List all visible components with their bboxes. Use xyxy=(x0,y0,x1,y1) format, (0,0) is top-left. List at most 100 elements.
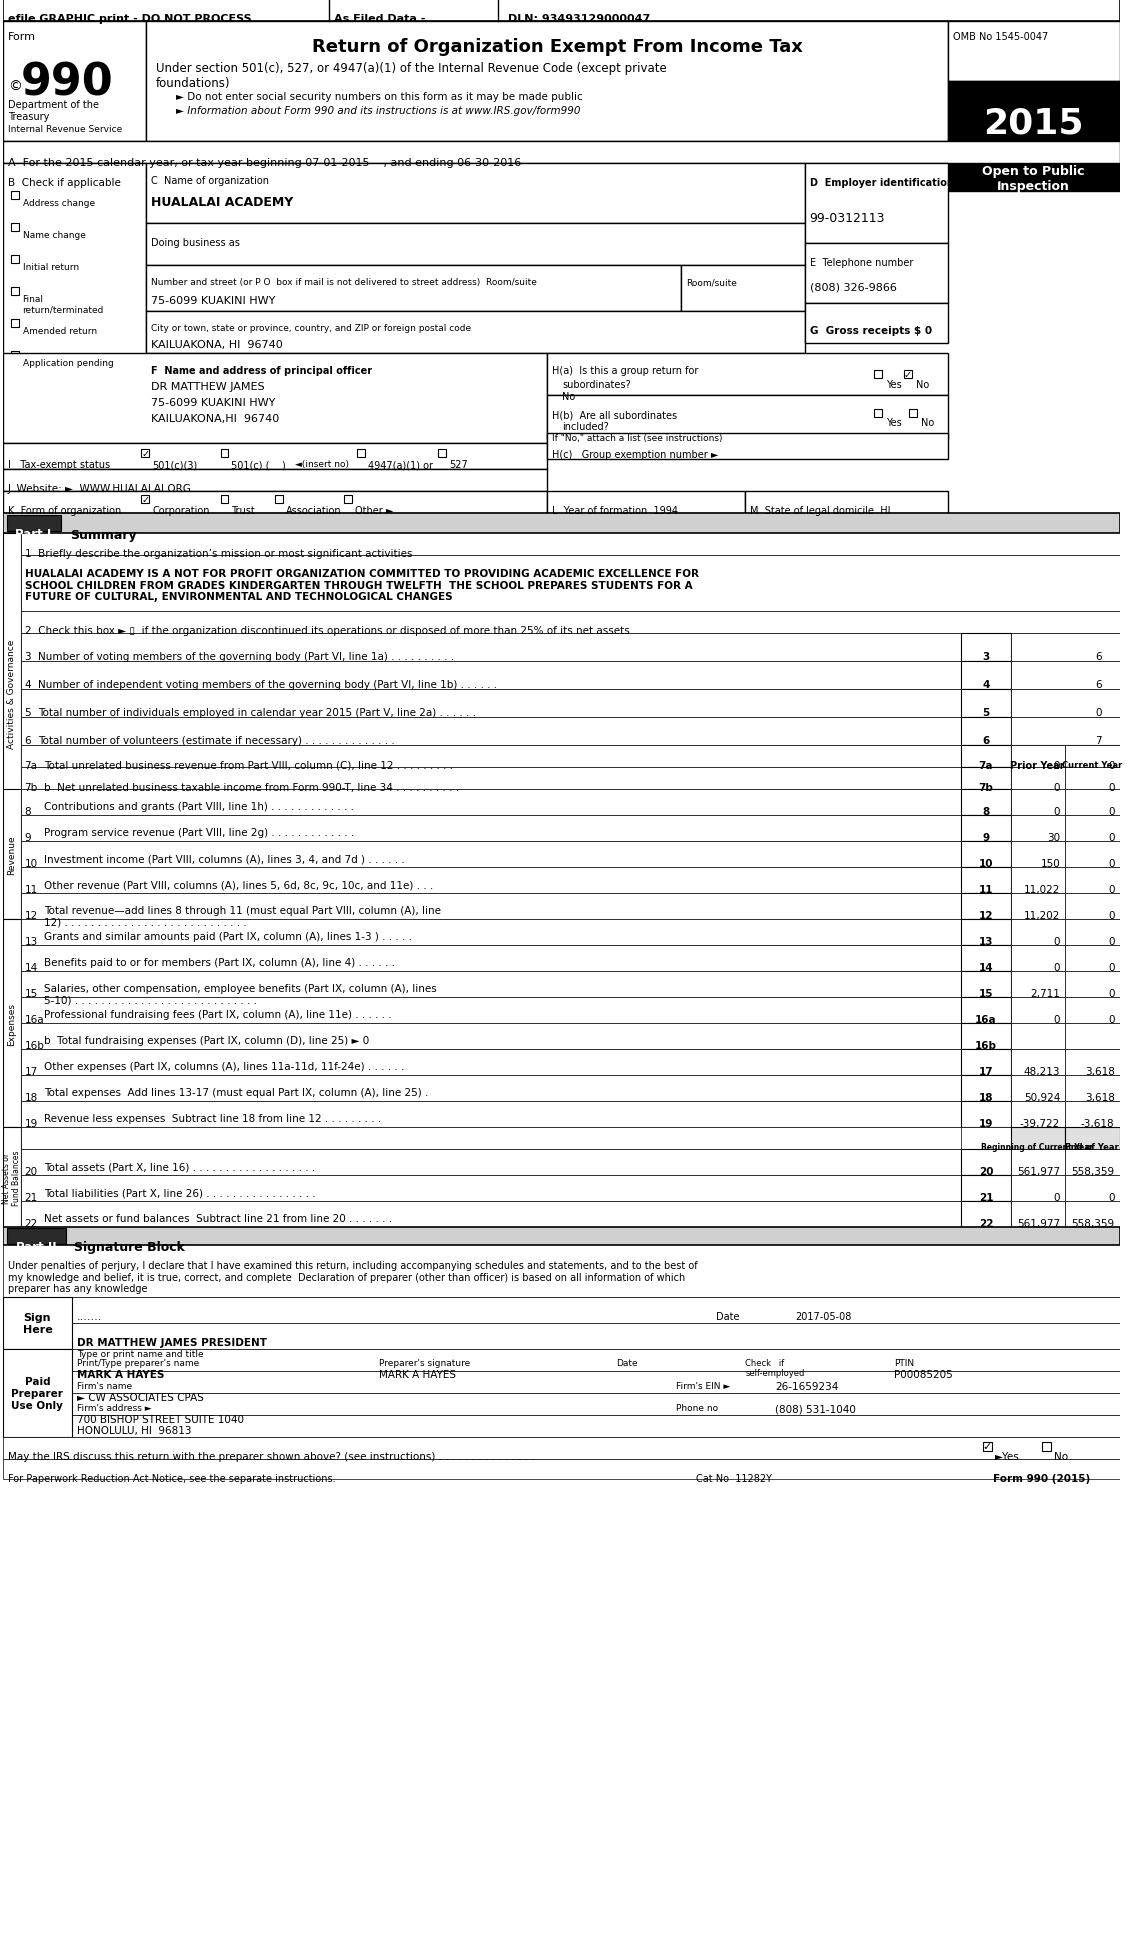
Text: ✓: ✓ xyxy=(141,494,149,504)
Text: 12: 12 xyxy=(979,911,993,921)
Bar xyxy=(2,1227,1120,1245)
Text: Net assets or fund balances  Subtract line 21 from line 20 . . . . . . .: Net assets or fund balances Subtract lin… xyxy=(44,1214,393,1224)
Bar xyxy=(2,1297,72,1350)
Bar xyxy=(1065,816,1120,842)
Text: 6: 6 xyxy=(982,735,989,747)
Bar xyxy=(10,256,18,264)
Bar xyxy=(1065,1150,1120,1175)
Bar xyxy=(961,997,1011,1024)
Text: Other revenue (Part VIII, columns (A), lines 5, 6d, 8c, 9c, 10c, and 11e) . . .: Other revenue (Part VIII, columns (A), l… xyxy=(44,880,433,890)
Bar xyxy=(1011,1076,1065,1101)
Bar xyxy=(20,611,1120,634)
Text: -39,722: -39,722 xyxy=(1020,1119,1060,1128)
Text: KAILUAKONA, HI  96740: KAILUAKONA, HI 96740 xyxy=(151,339,283,349)
Text: Treasury: Treasury xyxy=(8,112,49,122)
Bar xyxy=(961,1024,1011,1049)
Bar xyxy=(949,142,1120,192)
Text: Application pending: Application pending xyxy=(23,359,113,368)
Text: 30: 30 xyxy=(1047,832,1060,843)
Text: Department of the: Department of the xyxy=(8,101,98,111)
Text: 0: 0 xyxy=(1054,937,1060,946)
Bar xyxy=(20,1076,1011,1101)
Bar xyxy=(141,496,149,504)
Bar xyxy=(1011,634,1120,661)
Bar xyxy=(20,1202,1011,1227)
Bar xyxy=(1065,747,1120,768)
Bar xyxy=(20,661,961,690)
Text: Signature Block: Signature Block xyxy=(74,1241,185,1253)
Text: H(c)   Group exemption number ►: H(c) Group exemption number ► xyxy=(553,450,719,460)
Bar xyxy=(1065,789,1120,816)
Bar xyxy=(1011,1101,1065,1127)
Bar xyxy=(961,1150,1011,1175)
Text: Number and street (or P O  box if mail is not delivered to street address)  Room: Number and street (or P O box if mail is… xyxy=(151,277,537,287)
Bar xyxy=(1065,894,1120,919)
Bar xyxy=(961,971,1011,997)
Bar xyxy=(804,244,949,304)
Text: Expenses: Expenses xyxy=(7,1002,16,1045)
Bar xyxy=(1065,768,1120,789)
Bar xyxy=(961,946,1011,971)
Text: 16a: 16a xyxy=(975,1014,997,1024)
Text: 0: 0 xyxy=(1054,760,1060,770)
Text: Part II: Part II xyxy=(16,1241,56,1253)
Text: 3: 3 xyxy=(25,652,32,661)
Bar xyxy=(221,450,229,458)
Bar xyxy=(1011,747,1065,768)
Text: Summary: Summary xyxy=(70,529,136,541)
Text: 99-0312113: 99-0312113 xyxy=(810,211,885,225)
Bar xyxy=(1011,1024,1065,1049)
Bar xyxy=(358,450,365,458)
Text: ✓: ✓ xyxy=(982,1443,993,1452)
Text: 0: 0 xyxy=(1108,937,1114,946)
Text: 12) . . . . . . . . . . . . . . . . . . . . . . . . . . . .: 12) . . . . . . . . . . . . . . . . . . … xyxy=(44,917,247,927)
Text: 19: 19 xyxy=(25,1119,37,1128)
Text: Association: Association xyxy=(285,506,342,516)
Bar xyxy=(681,266,804,312)
Bar xyxy=(20,816,1011,842)
Bar xyxy=(1065,1076,1120,1101)
Text: Firm's name: Firm's name xyxy=(77,1381,132,1390)
Bar xyxy=(1011,1202,1065,1227)
Bar xyxy=(1011,971,1065,997)
Text: 2017-05-08: 2017-05-08 xyxy=(795,1311,852,1320)
Text: H(a)  Is this a group return for: H(a) Is this a group return for xyxy=(553,366,698,376)
Text: ► CW ASSOCIATES CPAS: ► CW ASSOCIATES CPAS xyxy=(77,1392,204,1402)
Bar xyxy=(1011,1127,1065,1150)
Text: 2  Check this box ► ▯  if the organization discontinued its operations or dispos: 2 Check this box ► ▯ if the organization… xyxy=(25,626,629,636)
Text: 501(c)(3): 501(c)(3) xyxy=(152,460,197,469)
Text: 561,977: 561,977 xyxy=(1017,1218,1060,1229)
Text: efile GRAPHIC print - DO NOT PROCESS: efile GRAPHIC print - DO NOT PROCESS xyxy=(8,14,252,23)
Text: Address change: Address change xyxy=(23,200,95,207)
Bar xyxy=(961,867,1011,894)
Bar xyxy=(1065,1024,1120,1049)
Text: 11: 11 xyxy=(979,884,993,894)
Bar xyxy=(1065,997,1120,1024)
Bar xyxy=(1011,768,1065,789)
Text: 558,359: 558,359 xyxy=(1072,1167,1114,1177)
Text: 9: 9 xyxy=(25,832,32,843)
Bar xyxy=(20,690,961,717)
Text: Open to Public
Inspection: Open to Public Inspection xyxy=(982,165,1085,192)
Text: 0: 0 xyxy=(1108,859,1114,869)
Text: 75-6099 KUAKINI HWY: 75-6099 KUAKINI HWY xyxy=(151,397,275,407)
Text: Name change: Name change xyxy=(23,231,86,240)
Bar xyxy=(2,21,147,142)
Bar xyxy=(961,1202,1011,1227)
Text: ✓: ✓ xyxy=(904,370,911,380)
Text: Date: Date xyxy=(617,1359,638,1367)
Bar xyxy=(147,312,804,353)
Text: If "No," attach a list (see instructions): If "No," attach a list (see instructions… xyxy=(553,434,723,442)
Bar xyxy=(1065,919,1120,946)
Bar xyxy=(804,304,949,343)
Text: E  Telephone number: E Telephone number xyxy=(810,258,913,268)
Text: ► Do not enter social security numbers on this form as it may be made public: ► Do not enter social security numbers o… xyxy=(176,91,583,103)
Bar xyxy=(20,634,961,661)
Text: Yes: Yes xyxy=(885,380,901,390)
Text: As Filed Data -: As Filed Data - xyxy=(334,14,425,23)
Text: Yes: Yes xyxy=(885,417,901,429)
Text: 2015: 2015 xyxy=(984,107,1084,140)
Bar xyxy=(547,434,949,460)
Text: OMB No 1545-0047: OMB No 1545-0047 xyxy=(953,31,1049,43)
Text: 3,618: 3,618 xyxy=(1085,1066,1114,1076)
